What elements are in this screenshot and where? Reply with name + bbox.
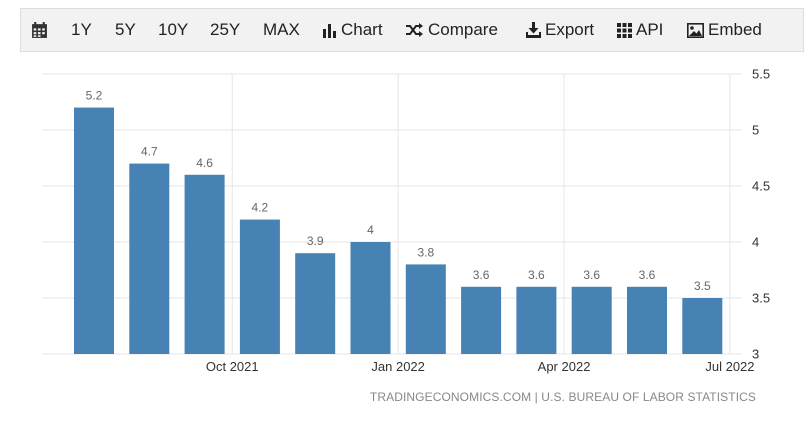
toolbar-1y-label: 1Y — [71, 20, 92, 39]
toolbar-max-label: MAX — [263, 20, 300, 39]
toolbar-1y-button[interactable]: 1Y — [71, 9, 92, 51]
bar — [295, 253, 336, 354]
y-tick-label: 4.5 — [752, 179, 770, 194]
data-label: 4.7 — [141, 145, 158, 159]
y-tick-label: 3 — [752, 347, 759, 362]
shuffle-icon — [406, 22, 424, 38]
y-tick-label: 5 — [752, 123, 759, 138]
toolbar-export-button[interactable]: Export — [526, 9, 594, 51]
toolbar-5y-button[interactable]: 5Y — [115, 9, 136, 51]
toolbar-api-button[interactable]: API — [617, 9, 663, 51]
data-label: 3.6 — [473, 268, 490, 282]
toolbar-5y-label: 5Y — [115, 20, 136, 39]
image-icon — [687, 22, 704, 38]
bar — [461, 286, 502, 354]
data-label: 3.6 — [639, 268, 656, 282]
source-credits: TRADINGECONOMICS.COM | U.S. BUREAU OF LA… — [369, 390, 756, 404]
toolbar-embed-label: Embed — [708, 20, 762, 39]
toolbar-25y-label: 25Y — [210, 20, 241, 39]
bar — [239, 219, 280, 354]
data-label: 4.2 — [252, 201, 269, 215]
x-tick-label: Oct 2021 — [206, 359, 259, 374]
data-label: 3.9 — [307, 234, 324, 248]
data-label: 5.2 — [86, 89, 103, 103]
bar-chart-icon — [323, 22, 337, 38]
toolbar-embed-button[interactable]: Embed — [687, 9, 762, 51]
bar — [129, 163, 170, 354]
toolbar-api-label: API — [636, 20, 664, 39]
bar — [571, 286, 612, 354]
calendar-icon — [31, 21, 48, 39]
toolbar-compare-label: Compare — [428, 20, 498, 39]
data-label: 3.6 — [528, 268, 545, 282]
data-label: 3.8 — [417, 245, 434, 259]
bar — [184, 174, 225, 354]
bar — [516, 286, 557, 354]
bar — [405, 264, 446, 354]
y-tick-label: 4 — [752, 235, 759, 250]
bar — [74, 107, 114, 354]
y-tick-label: 5.5 — [752, 67, 770, 82]
toolbar-calendar-button[interactable] — [31, 9, 52, 51]
toolbar-max-button[interactable]: MAX — [263, 9, 300, 51]
grid-icon — [617, 22, 632, 38]
toolbar-25y-button[interactable]: 25Y — [210, 9, 240, 51]
x-tick-label: Jul 2022 — [705, 359, 754, 374]
toolbar-chart-button[interactable]: Chart — [323, 9, 383, 51]
data-label: 3.5 — [694, 279, 711, 293]
toolbar-10y-button[interactable]: 10Y — [158, 9, 188, 51]
bar — [627, 286, 667, 354]
data-label: 4.6 — [196, 156, 213, 170]
bar — [682, 298, 723, 354]
toolbar-10y-label: 10Y — [158, 20, 189, 39]
chart-toolbar: 1Y 5Y 10Y 25Y MAX Chart Compare Export API Embed — [20, 8, 804, 52]
x-tick-label: Apr 2022 — [538, 359, 591, 374]
toolbar-compare-button[interactable]: Compare — [406, 9, 498, 51]
download-icon — [526, 22, 541, 38]
toolbar-chart-label: Chart — [341, 20, 383, 39]
data-label: 4 — [367, 223, 374, 237]
data-label: 3.6 — [583, 268, 600, 282]
x-tick-label: Jan 2022 — [371, 359, 425, 374]
y-tick-label: 3.5 — [752, 291, 770, 306]
toolbar-export-label: Export — [545, 20, 595, 39]
bar — [350, 242, 391, 354]
